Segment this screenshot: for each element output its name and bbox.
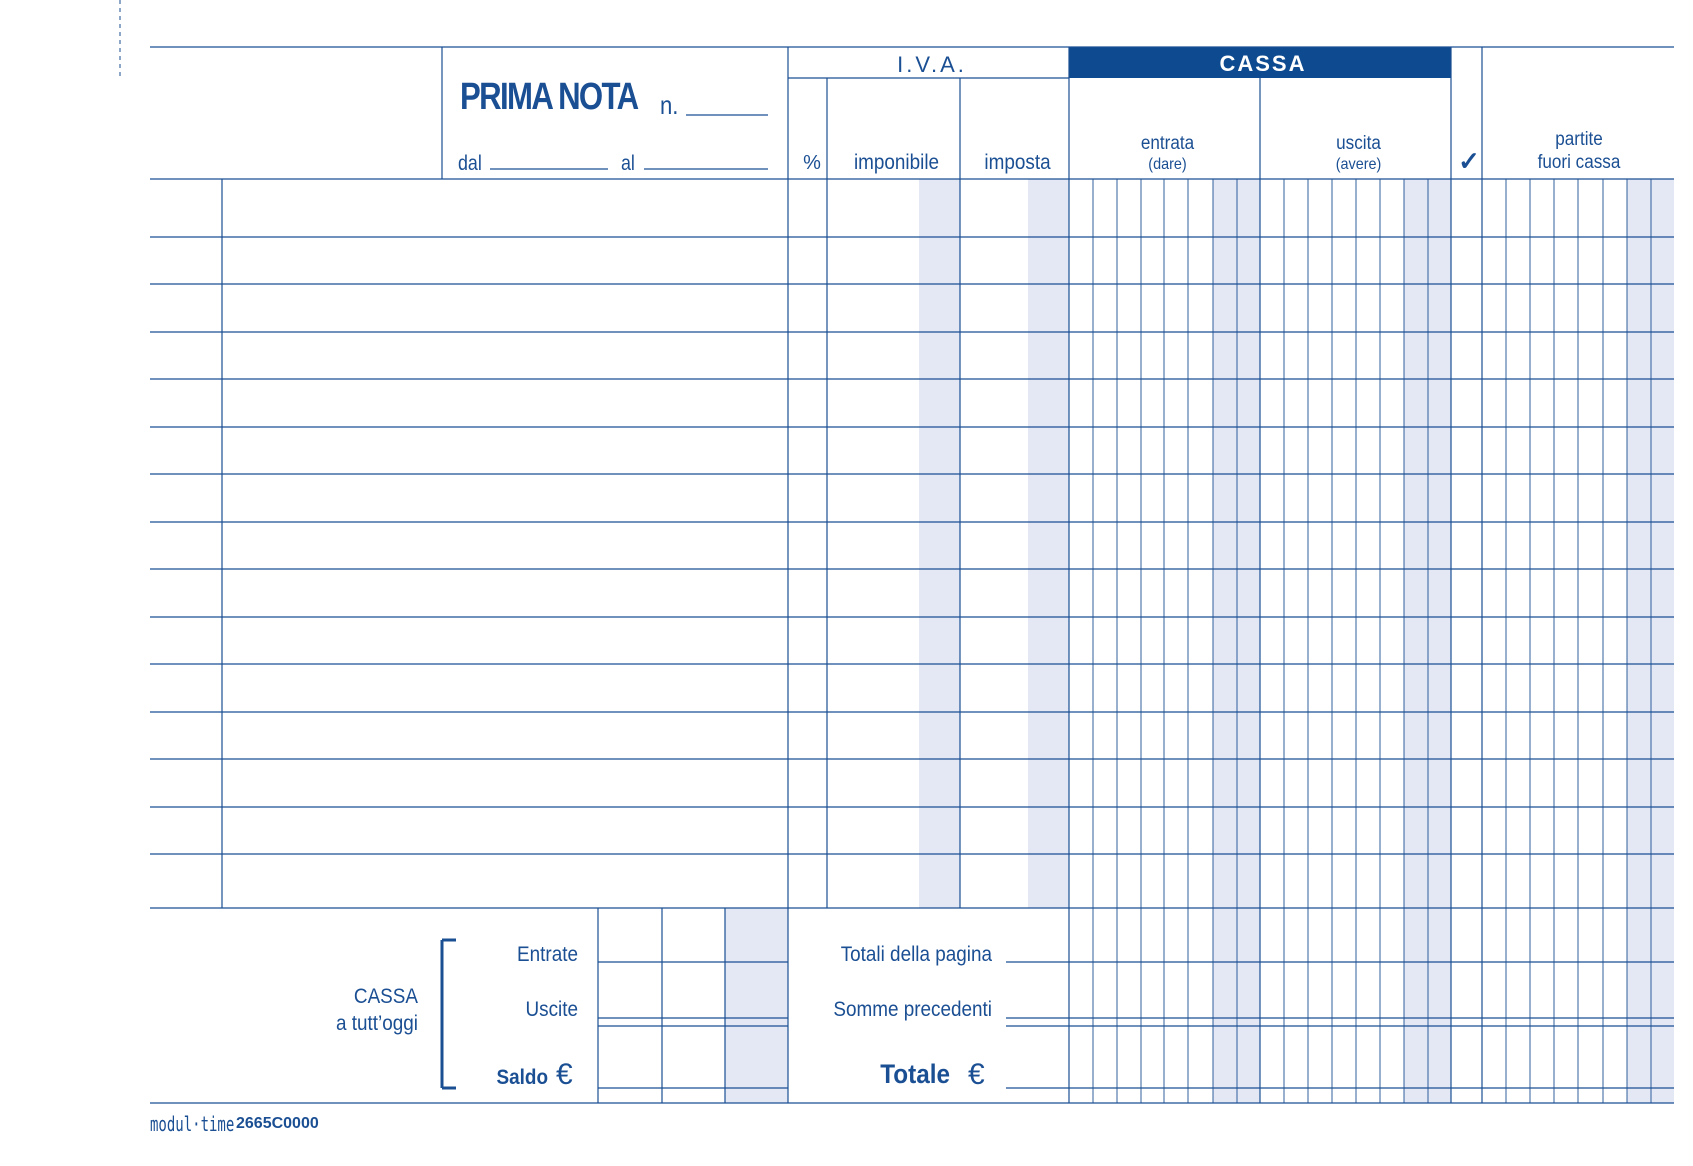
uscite-label: Uscite: [525, 998, 578, 1021]
cassa-summary-title: CASSA: [353, 985, 418, 1008]
form-title: PRIMA NOTA: [460, 76, 639, 118]
to-date-field[interactable]: [644, 146, 768, 170]
partite-header-line1: partite: [1555, 129, 1603, 150]
brand-logo: modul·time: [150, 1112, 235, 1136]
euro-icon: €: [968, 1058, 985, 1091]
shaded-column: [1213, 179, 1260, 1103]
entrate-label: Entrate: [517, 943, 578, 966]
from-label: dal: [458, 152, 482, 175]
to-label: al: [621, 152, 635, 175]
shaded-column: [1404, 179, 1451, 1103]
shaded-column: [919, 179, 960, 908]
saldo-label: Saldo: [496, 1066, 548, 1089]
somme-precedenti-label: Somme precedenti: [833, 998, 992, 1021]
uscita-subheader: (avere): [1335, 156, 1382, 173]
uscita-header: uscita: [1336, 133, 1381, 154]
partite-header-line2: fuori cassa: [1537, 152, 1621, 173]
euro-icon: €: [556, 1058, 573, 1091]
check-icon: ✓: [1458, 146, 1480, 176]
iva-header: I.V.A.: [897, 52, 967, 77]
cassa-header: CASSA: [1219, 51, 1307, 76]
shaded-column: [1028, 179, 1069, 908]
imponibile-header: imponibile: [853, 151, 940, 174]
cassa-summary-subtitle: a tutt’oggi: [336, 1012, 418, 1035]
percent-header: %: [803, 152, 821, 174]
cassa-header-fill: [1069, 47, 1451, 78]
entrata-header: entrata: [1140, 133, 1195, 154]
product-code: 2665C0000: [236, 1115, 319, 1132]
number-label: n.: [660, 90, 679, 120]
imposta-header: imposta: [984, 151, 1051, 174]
totale-label: Totale: [880, 1059, 950, 1089]
from-date-field[interactable]: [490, 146, 608, 170]
shaded-column: [725, 908, 788, 1103]
totali-pagina-label: Totali della pagina: [840, 943, 992, 966]
entrata-subheader: (dare): [1148, 156, 1187, 173]
number-field[interactable]: [686, 92, 768, 116]
shaded-column: [1627, 179, 1674, 1103]
